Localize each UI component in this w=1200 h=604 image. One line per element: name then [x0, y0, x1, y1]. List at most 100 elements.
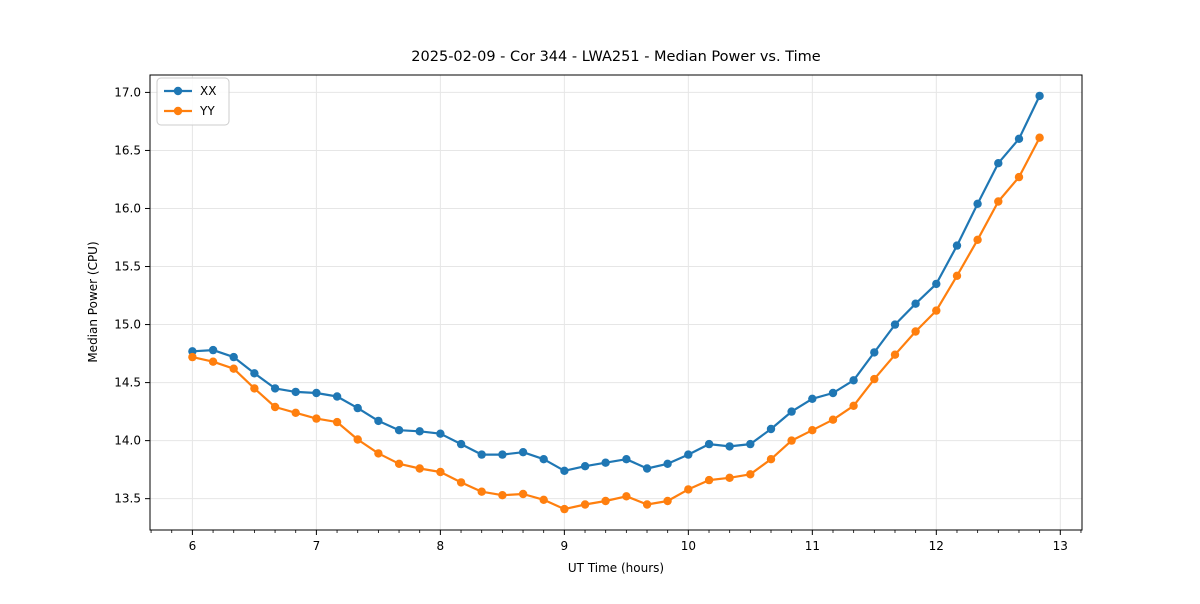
series-yy-marker: [849, 401, 858, 410]
x-tick-label: 9: [561, 539, 569, 553]
chart-title: 2025-02-09 - Cor 344 - LWA251 - Median P…: [411, 49, 820, 65]
series-xx-marker: [270, 384, 280, 393]
series-yy-marker: [994, 197, 1003, 206]
x-tick-label: 11: [805, 539, 820, 553]
series-xx-marker: [415, 427, 424, 436]
series-yy-marker: [725, 473, 734, 482]
series-xx-line: [191, 94, 1041, 472]
x-tick-label: 6: [189, 539, 197, 553]
tick-labels: 6 7 8 9 10 11 12 13 13.5 14.0 14.5 15.0 15.5 16.0 16.5…: [114, 85, 1068, 553]
x-tick-label: 13: [1053, 539, 1068, 553]
series-yy-marker: [270, 402, 280, 412]
series-xx-marker: [580, 462, 590, 471]
series-yy-marker: [704, 475, 714, 485]
series-xx-marker: [642, 464, 652, 473]
legend-label: XX: [200, 84, 216, 98]
x-axis-label: UT Time (hours): [568, 561, 664, 575]
series-xx-marker: [291, 387, 300, 397]
series-xx-marker: [374, 416, 383, 426]
series-yy-marker: [890, 350, 900, 359]
series-yy-marker: [952, 271, 962, 280]
series-xx-marker: [518, 448, 528, 457]
series-yy-marker: [1035, 133, 1044, 142]
series-yy-marker: [332, 417, 342, 427]
data-series: [188, 91, 1044, 514]
series-xx-marker: [539, 455, 548, 464]
series-yy-marker: [911, 327, 920, 336]
series-xx-marker: [560, 466, 569, 475]
series-yy-marker: [663, 496, 672, 506]
series-xx-marker: [870, 348, 879, 357]
series-yy-marker: [684, 485, 693, 494]
plot-border: [149, 74, 1083, 531]
series-yy-marker: [932, 306, 941, 315]
series-xx-marker: [1035, 91, 1044, 101]
y-tick-label: 16.5: [114, 143, 141, 157]
series-xx-marker: [436, 429, 445, 438]
series-xx-marker: [828, 388, 838, 398]
y-axis-label: Median Power (CPU): [86, 241, 100, 362]
series-xx-marker: [188, 347, 197, 356]
axis-ticks: [145, 91, 1082, 535]
series-xx-marker: [725, 442, 734, 451]
series-yy-marker: [539, 495, 548, 504]
series-xx-marker: [787, 407, 796, 416]
series-xx-marker: [746, 439, 755, 449]
series-yy-marker: [415, 464, 424, 473]
series-yy-marker: [374, 449, 383, 458]
series-yy-marker: [746, 470, 755, 479]
x-tick-label: 10: [681, 539, 696, 553]
series-yy-marker: [642, 500, 652, 509]
series-xx-marker: [911, 299, 920, 308]
series-yy-marker: [787, 436, 796, 445]
y-tick-label: 17.0: [114, 85, 141, 99]
y-tick-label: 14.5: [114, 376, 141, 390]
legend-marker-sample: [173, 86, 183, 96]
series-yy-marker: [973, 235, 982, 244]
series-yy-marker: [870, 374, 879, 384]
y-tick-label: 14.0: [114, 434, 141, 448]
series-xx-marker: [663, 459, 672, 468]
series-yy-line: [191, 136, 1041, 511]
series-xx-marker: [808, 394, 817, 403]
series-yy-marker: [291, 408, 300, 417]
series-xx-marker: [766, 424, 776, 434]
legend: XX YY: [156, 77, 230, 126]
series-yy-marker: [498, 491, 507, 500]
x-tick-label: 12: [929, 539, 944, 553]
x-tick-label: 8: [437, 539, 445, 553]
series-xx-marker: [312, 388, 321, 398]
series-yy-marker: [560, 504, 569, 514]
series-xx-marker: [622, 455, 631, 464]
series-yy-marker: [312, 414, 321, 423]
series-yy-marker: [394, 459, 404, 468]
gridlines: [150, 75, 1082, 530]
series-xx-marker: [994, 159, 1003, 168]
y-tick-label: 16.0: [114, 201, 141, 215]
series-xx-marker: [477, 450, 486, 459]
series-yy-marker: [601, 496, 610, 506]
series-xx-marker: [890, 320, 900, 329]
series-xx-marker: [1014, 134, 1024, 143]
series-xx-marker: [456, 439, 466, 449]
series-yy-marker: [1014, 172, 1024, 182]
series-xx-marker: [704, 439, 714, 449]
legend-box: [156, 77, 230, 126]
series-xx-marker: [353, 403, 362, 413]
series-xx-marker: [208, 345, 218, 355]
series-xx-marker: [601, 458, 610, 467]
series-xx-marker: [332, 392, 342, 401]
series-yy-marker: [477, 487, 486, 496]
series-xx-marker: [932, 279, 941, 289]
series-xx-marker: [849, 376, 858, 385]
series-yy-marker: [208, 357, 218, 366]
y-tick-label: 15.0: [114, 318, 141, 332]
series-yy-marker: [622, 492, 631, 501]
y-tick-label: 15.5: [114, 260, 141, 274]
series-yy-marker: [250, 384, 259, 393]
series-yy-marker: [518, 489, 528, 499]
series-yy-marker: [436, 467, 445, 477]
series-xx-marker: [973, 199, 982, 208]
